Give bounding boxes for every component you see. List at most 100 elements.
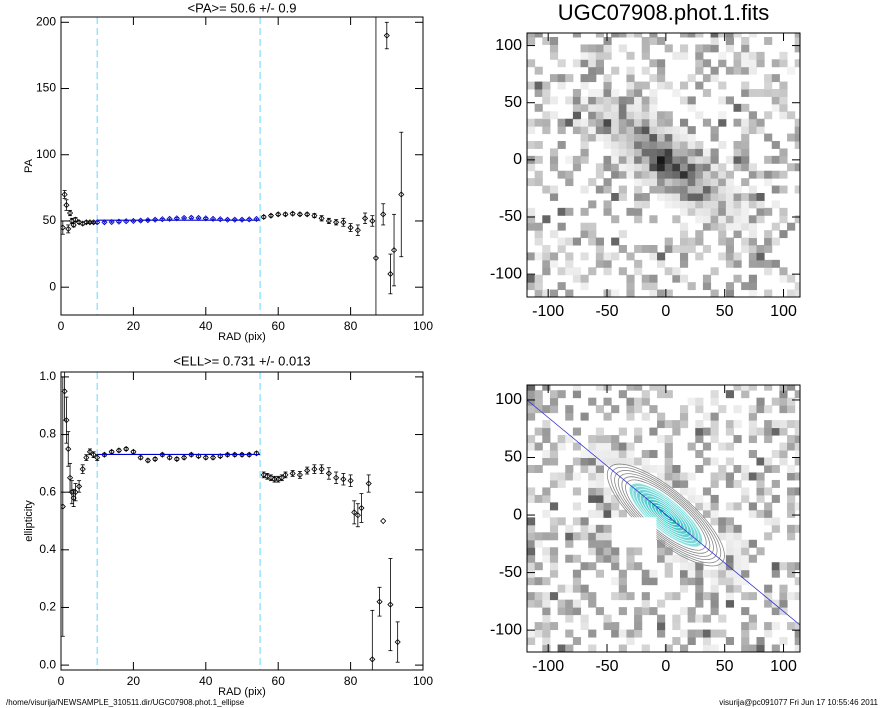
image-pixel: [672, 427, 681, 436]
image-pixel: [565, 155, 574, 164]
image-pixel: [710, 397, 719, 406]
image-pixel: [771, 222, 780, 231]
image-pixel: [748, 289, 757, 297]
x-tick-label: -100: [532, 303, 564, 320]
data-point: [202, 454, 209, 461]
image-pixel: [626, 118, 635, 127]
image-pixel: [641, 148, 650, 157]
image-pixel: [534, 577, 543, 586]
image-pixel: [695, 629, 704, 638]
image-pixel: [649, 148, 658, 157]
image-pixel: [764, 155, 773, 164]
data-point: [289, 470, 296, 477]
data-point: [159, 216, 166, 223]
image-pixel: [695, 562, 704, 571]
image-pixel: [580, 126, 589, 135]
image-pixel: [588, 599, 597, 608]
image-pixel: [557, 584, 566, 593]
image-pixel: [733, 532, 742, 541]
image-pixel: [687, 141, 696, 149]
image-pixel: [611, 494, 620, 503]
image-pixel: [779, 405, 788, 414]
y-tick-label: 0: [49, 279, 56, 293]
image-pixel: [733, 185, 742, 194]
image-pixel: [756, 637, 765, 646]
image-pixel: [618, 569, 627, 578]
image-pixel: [702, 442, 712, 451]
image-pixel: [649, 141, 658, 149]
image-pixel: [534, 222, 543, 231]
data-point: [68, 489, 75, 496]
image-pixel: [527, 385, 536, 391]
image-pixel: [641, 163, 650, 172]
image-pixel: [679, 222, 689, 231]
image-pixel: [733, 274, 742, 283]
image-pixel: [603, 450, 612, 459]
image-pixel: [748, 193, 757, 201]
image-pixel: [771, 562, 780, 571]
y-tick-label: -50: [499, 208, 522, 225]
image-pixel: [527, 282, 536, 291]
image-pixel: [549, 472, 559, 481]
image-pixel: [756, 118, 765, 127]
image-pixel: [641, 274, 650, 283]
image-pixel: [764, 289, 773, 297]
image-pixel: [748, 274, 757, 283]
data-point: [380, 211, 387, 218]
image-pixel: [634, 89, 643, 97]
image-pixel: [733, 259, 742, 268]
image-pixel: [794, 435, 800, 444]
image-pixel: [557, 207, 566, 216]
image-pixel: [634, 178, 643, 187]
image-pixel: [618, 230, 627, 239]
image-pixel: [741, 141, 750, 149]
image-pixel: [603, 118, 612, 127]
image-pixel: [794, 44, 800, 53]
image-pixel: [741, 200, 750, 209]
image-pixel: [634, 126, 643, 135]
image-pixel: [733, 59, 742, 68]
image-pixel: [787, 385, 796, 391]
image-pixel: [634, 405, 643, 414]
image-pixel: [718, 524, 727, 533]
data-point: [383, 32, 390, 39]
image-pixel: [603, 532, 612, 541]
image-pixel: [641, 66, 650, 75]
image-pixel: [764, 629, 773, 638]
image-pixel: [611, 622, 620, 631]
image-pixel: [664, 479, 673, 488]
image-pixel: [657, 472, 666, 481]
image-pixel: [748, 237, 757, 246]
image-pixel: [725, 222, 735, 231]
data-point: [267, 212, 275, 219]
image-pixel: [557, 644, 566, 652]
image-pixel: [634, 33, 643, 38]
image-pixel: [679, 170, 689, 179]
image-pixel: [611, 155, 620, 164]
image-pixel: [748, 282, 757, 291]
image-pixel: [641, 412, 650, 421]
y-tick-label: 100: [495, 391, 522, 408]
image-pixel: [787, 111, 796, 120]
image-pixel: [664, 245, 673, 253]
image-pixel: [557, 118, 566, 127]
y-tick-label: 0.8: [39, 427, 56, 441]
image-pixel: [695, 237, 704, 246]
image-pixel: [611, 547, 620, 556]
axes-frame: [60, 371, 424, 671]
image-pixel: [764, 267, 773, 276]
image-pixel: [580, 141, 589, 149]
image-pixel: [641, 111, 650, 120]
image-pixel: [588, 178, 597, 187]
image-pixel: [557, 267, 566, 276]
y-tick-label: 1.0: [39, 369, 56, 383]
error-bar: [359, 493, 364, 523]
data-point: [90, 219, 97, 226]
image-pixel: [603, 133, 612, 142]
image-pixel: [603, 37, 612, 45]
image-pixel: [565, 539, 574, 548]
image-pixel: [710, 427, 719, 436]
image-pixel: [725, 200, 735, 209]
image-pixel: [649, 178, 658, 187]
